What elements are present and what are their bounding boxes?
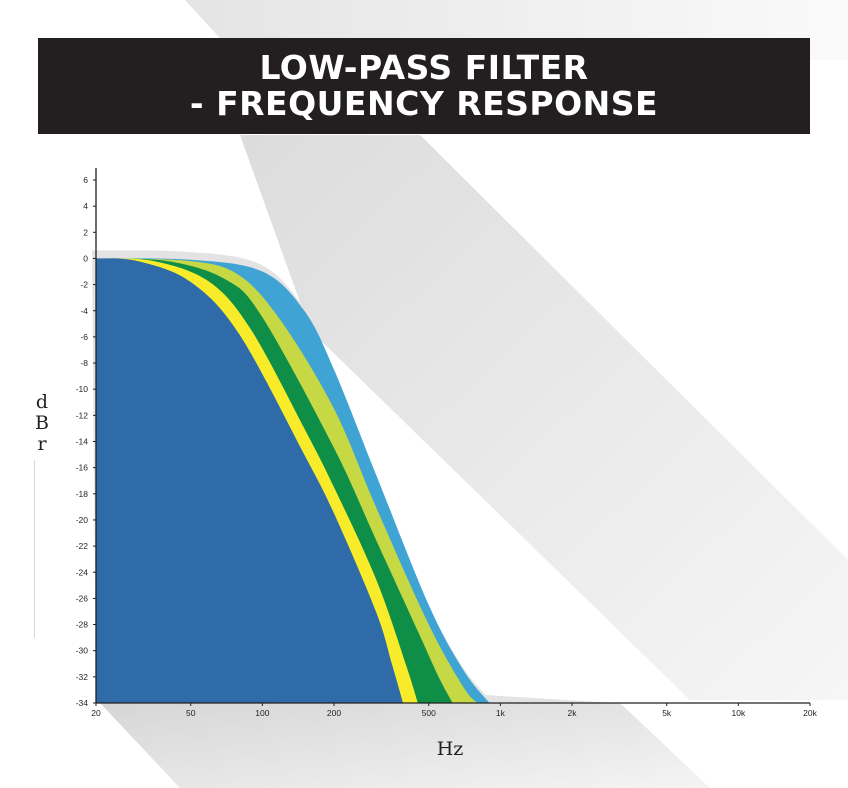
y-tick-label: -8 <box>80 358 88 368</box>
x-tick-label: 1k <box>496 708 506 718</box>
response-area-5 <box>96 258 403 703</box>
x-tick-label: 5k <box>662 708 672 718</box>
title-banner: LOW-PASS FILTER - FREQUENCY RESPONSE <box>38 38 810 134</box>
y-tick-label: -22 <box>76 541 89 551</box>
x-tick-label: 500 <box>422 708 436 718</box>
x-tick-label: 200 <box>327 708 341 718</box>
response-areas <box>92 250 616 703</box>
y-tick-label: -30 <box>76 646 89 656</box>
x-tick-label: 10k <box>731 708 745 718</box>
x-axis-title: Hz <box>436 738 464 760</box>
y-tick-label: -26 <box>76 593 89 603</box>
x-tick-label: 2k <box>568 708 578 718</box>
y-tick-label: -32 <box>76 672 89 682</box>
y-tick-label: -2 <box>80 280 88 290</box>
y-tick-label: -28 <box>76 620 89 630</box>
y-tick-label: -18 <box>76 489 89 499</box>
y-tick-label: 0 <box>83 253 88 263</box>
x-tick-label: 20k <box>803 708 817 718</box>
x-tick-label: 100 <box>255 708 269 718</box>
x-tick-label: 50 <box>186 708 196 718</box>
y-tick-label: -16 <box>76 463 89 473</box>
y-tick-label: -14 <box>76 437 89 447</box>
y-tick-label: -34 <box>76 698 89 708</box>
y-tick-label: -12 <box>76 410 89 420</box>
chart-title-line-1: LOW-PASS FILTER <box>259 48 589 87</box>
y-tick-label: -6 <box>80 332 88 342</box>
y-axis-title: dBr <box>35 391 49 455</box>
y-tick-label: -4 <box>80 306 88 316</box>
y-axis-ticks: 6 4 2 0 -2 -4 -6 -8 -10 -12 -14 -16 -18 -20 -22 -24 -26 -… <box>76 175 96 708</box>
y-tick-label: -24 <box>76 567 89 577</box>
y-tick-label: 6 <box>83 175 88 185</box>
x-axis-ticks: 20 50 100 200 500 1k 2k 5k 10k 20k <box>91 703 818 718</box>
y-tick-label: -20 <box>76 515 89 525</box>
x-tick-label: 20 <box>91 708 101 718</box>
y-tick-label: 2 <box>83 227 88 237</box>
y-tick-label: 4 <box>83 201 88 211</box>
y-axis-title-rule <box>34 460 35 638</box>
chart-title-line-2: - FREQUENCY RESPONSE <box>189 84 659 123</box>
y-tick-label: -10 <box>76 384 89 394</box>
